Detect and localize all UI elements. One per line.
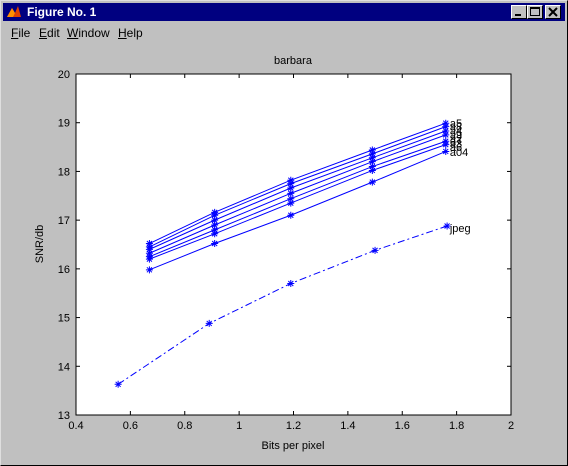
- y-tick-label: 14: [58, 361, 70, 373]
- data-point-marker: [368, 166, 376, 174]
- series-a04: [145, 147, 450, 274]
- title-bar[interactable]: Figure No. 1: [3, 3, 565, 21]
- y-tick-label: 17: [58, 215, 70, 227]
- end-label-a8: a8: [450, 122, 462, 134]
- minimize-button[interactable]: [511, 5, 527, 19]
- data-point-marker: [145, 245, 153, 253]
- data-point-marker: [368, 158, 376, 166]
- maximize-button[interactable]: [527, 5, 543, 19]
- data-point-marker: [442, 141, 450, 149]
- x-tick-label: 0.4: [68, 420, 83, 432]
- end-label-a9: a9: [450, 129, 462, 141]
- data-point-marker: [442, 131, 450, 139]
- menu-edit[interactable]: Edit: [39, 26, 60, 40]
- data-point-marker: [443, 222, 451, 230]
- data-point-marker: [287, 199, 295, 207]
- plot-canvas: barbara Bits per pixel SNR/db 0.4 0.6 0.8 1…: [34, 55, 514, 452]
- y-axis-label: SNR/db: [34, 225, 46, 264]
- data-point-marker: [442, 127, 450, 135]
- end-label-a04: a04: [450, 147, 468, 159]
- maximize-icon: [530, 7, 540, 16]
- end-label-a7: a7: [450, 136, 462, 148]
- data-point-marker: [114, 380, 122, 388]
- end-label-jpeg: jpeg: [449, 223, 471, 235]
- series-line-3: [145, 127, 450, 253]
- end-label-a2: a2: [450, 133, 462, 145]
- menu-file[interactable]: File: [11, 26, 31, 40]
- data-point-marker: [287, 211, 295, 219]
- data-point-marker: [211, 221, 219, 229]
- data-point-marker: [368, 163, 376, 171]
- end-label-a4: a4: [450, 126, 462, 138]
- y-tick-label: 20: [58, 69, 70, 81]
- chart-title: barbara: [274, 55, 313, 67]
- close-icon: [548, 7, 558, 17]
- data-point-marker: [287, 279, 295, 287]
- data-point-marker: [368, 150, 376, 158]
- y-tick-label: 15: [58, 313, 70, 325]
- x-tick-label: 1.8: [449, 420, 464, 432]
- x-tick-label: 1.2: [286, 420, 301, 432]
- data-point-marker: [211, 211, 219, 219]
- data-point-marker: [287, 184, 295, 192]
- data-point-marker: [287, 189, 295, 197]
- y-tick-label: 16: [58, 264, 70, 276]
- data-point-marker: [368, 154, 376, 162]
- close-button[interactable]: [545, 5, 561, 19]
- x-tick-label: 1.4: [340, 420, 355, 432]
- data-point-marker: [287, 180, 295, 188]
- x-tick-label: 1.6: [395, 420, 410, 432]
- menu-help[interactable]: Help: [118, 26, 143, 40]
- data-point-marker: [368, 146, 376, 154]
- series-line-6: [145, 141, 450, 263]
- y-tick-label: 18: [58, 166, 70, 178]
- data-point-marker: [211, 226, 219, 234]
- data-point-marker: [211, 240, 219, 248]
- menu-window[interactable]: Window: [67, 26, 110, 40]
- x-tick-label: 1: [236, 420, 242, 432]
- menu-bar: File Edit Window Help: [3, 23, 565, 41]
- window-title: Figure No. 1: [27, 5, 97, 19]
- data-point-marker: [211, 230, 219, 238]
- matlab-logo-icon[interactable]: [6, 4, 22, 20]
- y-tick-label: 13: [58, 410, 70, 422]
- data-point-marker: [205, 319, 213, 327]
- x-tick-label: 2: [508, 420, 514, 432]
- x-tick-label: 0.8: [177, 420, 192, 432]
- y-tick-label: 19: [58, 118, 70, 130]
- end-label-a3: a3: [450, 139, 462, 151]
- x-axis-label: Bits per pixel: [262, 440, 325, 452]
- data-point-marker: [211, 216, 219, 224]
- x-tick-label: 0.6: [123, 420, 138, 432]
- data-point-marker: [368, 178, 376, 186]
- data-point-marker: [287, 195, 295, 203]
- data-point-marker: [371, 246, 379, 254]
- data-point-marker: [442, 147, 450, 155]
- minimize-icon: [515, 14, 521, 16]
- data-point-marker: [145, 255, 153, 263]
- end-label-a6: a6: [450, 142, 462, 154]
- data-point-marker: [145, 266, 153, 274]
- data-point-marker: [442, 123, 450, 131]
- series-jpeg: [114, 222, 451, 388]
- end-label-a5: a5: [450, 118, 462, 130]
